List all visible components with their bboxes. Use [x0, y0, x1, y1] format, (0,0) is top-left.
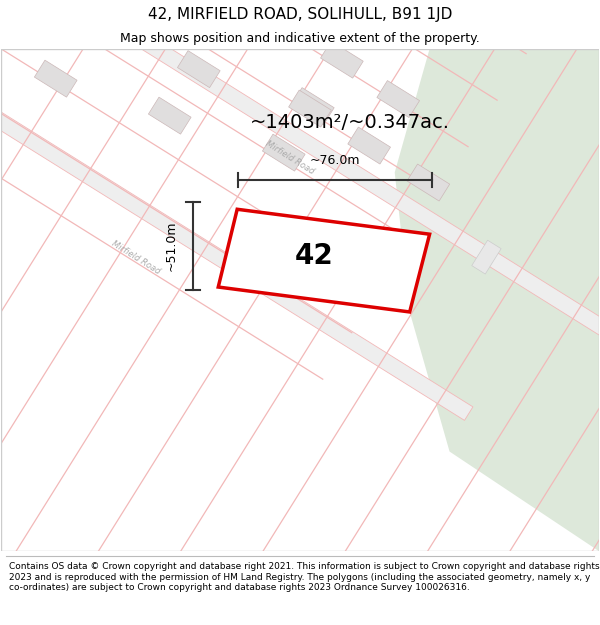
Polygon shape [289, 90, 331, 127]
Text: ~51.0m: ~51.0m [165, 221, 178, 271]
Polygon shape [148, 97, 191, 134]
Polygon shape [472, 240, 501, 274]
Polygon shape [407, 164, 449, 201]
Text: Map shows position and indicative extent of the property.: Map shows position and indicative extent… [120, 31, 480, 44]
Polygon shape [262, 134, 305, 171]
Polygon shape [348, 127, 391, 164]
Text: ~76.0m: ~76.0m [310, 154, 360, 167]
Polygon shape [178, 51, 220, 88]
Text: Mirfield Road: Mirfield Road [264, 139, 316, 176]
Polygon shape [395, 49, 599, 551]
Text: Contains OS data © Crown copyright and database right 2021. This information is : Contains OS data © Crown copyright and d… [9, 562, 599, 592]
Polygon shape [320, 41, 363, 78]
Polygon shape [0, 0, 600, 351]
Text: ~1403m²/~0.347ac.: ~1403m²/~0.347ac. [250, 113, 450, 132]
Text: Mirfield Road: Mirfield Road [110, 239, 161, 276]
Text: 42, MIRFIELD ROAD, SOLIHULL, B91 1JD: 42, MIRFIELD ROAD, SOLIHULL, B91 1JD [148, 7, 452, 22]
Polygon shape [34, 60, 77, 97]
Polygon shape [292, 88, 334, 124]
Text: 42: 42 [295, 242, 333, 269]
Polygon shape [218, 209, 430, 312]
Polygon shape [0, 0, 473, 421]
Polygon shape [377, 81, 419, 118]
